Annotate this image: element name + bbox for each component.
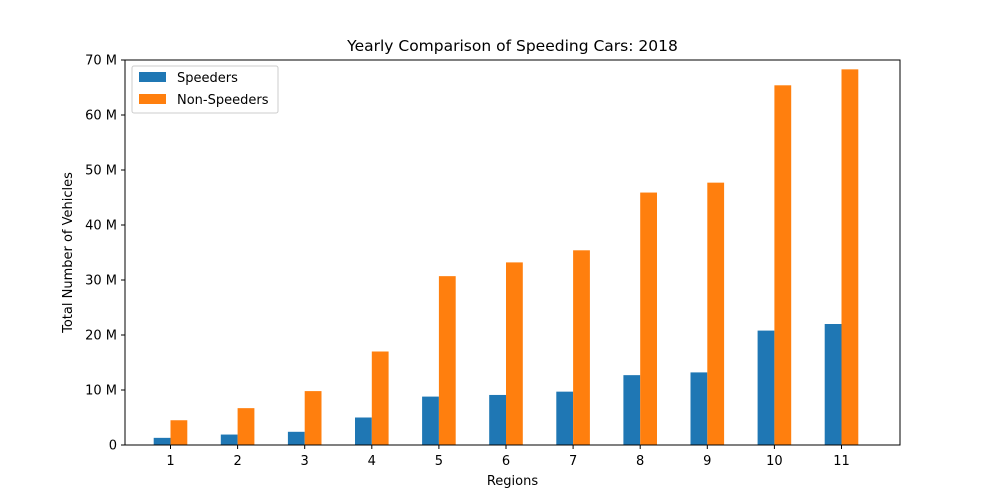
legend-label-speeders: Speeders [177, 71, 238, 86]
y-axis-label: Total Number of Vehicles [61, 172, 76, 334]
x-tick-label: 8 [636, 454, 644, 469]
bar-speeders-4 [355, 417, 372, 445]
bar-non-speeders-8 [640, 192, 657, 445]
x-tick-label: 7 [569, 454, 577, 469]
bar-speeders-7 [556, 391, 574, 445]
x-axis-label: Regions [487, 474, 539, 489]
x-tick-label: 10 [766, 454, 783, 469]
bar-non-speeders-1 [170, 420, 188, 445]
y-tick-label: 30 M [85, 274, 117, 289]
bar-non-speeders-9 [707, 182, 725, 445]
chart-title: Yearly Comparison of Speeding Cars: 2018 [346, 37, 678, 55]
x-tick-label: 6 [502, 454, 510, 469]
x-tick-label: 1 [166, 454, 174, 469]
bar-speeders-11 [824, 324, 842, 445]
bar-speeders-5 [422, 396, 439, 445]
y-tick-label: 0 [109, 439, 117, 454]
bar-speeders-3 [287, 431, 305, 445]
bar-non-speeders-10 [774, 85, 792, 446]
bar-speeders-9 [690, 372, 708, 445]
legend-swatch-non-speeders [139, 94, 166, 104]
y-tick-label: 70 M [85, 54, 117, 69]
bar-speeders-6 [489, 394, 506, 445]
bar-speeders-2 [220, 434, 238, 445]
y-tick-label: 60 M [85, 109, 117, 124]
x-tick-label: 3 [301, 454, 309, 469]
bar-non-speeders-2 [237, 408, 255, 445]
y-axis-ticks: 0 10 M 20 M 30 M 40 M 50 M 60 M 70 M [85, 54, 125, 454]
bar-speeders-10 [757, 330, 775, 445]
x-tick-label: 5 [435, 454, 443, 469]
x-axis-ticks: 1 2 3 4 5 6 7 8 9 10 11 [166, 445, 850, 469]
y-tick-label: 20 M [85, 329, 117, 344]
bar-non-speeders-6 [506, 262, 523, 445]
bar-non-speeders-11 [841, 69, 859, 445]
y-tick-label: 10 M [85, 384, 117, 399]
plot-frame [124, 59, 901, 446]
bar-non-speeders-3 [304, 391, 322, 445]
x-tick-label: 11 [833, 454, 850, 469]
y-tick-label: 40 M [85, 219, 117, 234]
x-tick-label: 2 [233, 454, 241, 469]
legend-label-non-speeders: Non-Speeders [177, 93, 269, 108]
bar-non-speeders-5 [438, 276, 456, 445]
legend-swatch-speeders [139, 72, 166, 82]
x-tick-label: 9 [703, 454, 711, 469]
bar-speeders-8 [623, 375, 641, 445]
y-tick-label: 50 M [85, 164, 117, 179]
bar-non-speeders-7 [573, 250, 590, 445]
legend-frame [131, 65, 279, 114]
x-tick-label: 4 [368, 454, 376, 469]
bars-layer [153, 69, 859, 446]
bar-speeders-1 [153, 437, 171, 445]
legend: Speeders Non-Speeders [131, 65, 279, 114]
bar-non-speeders-4 [371, 351, 389, 445]
